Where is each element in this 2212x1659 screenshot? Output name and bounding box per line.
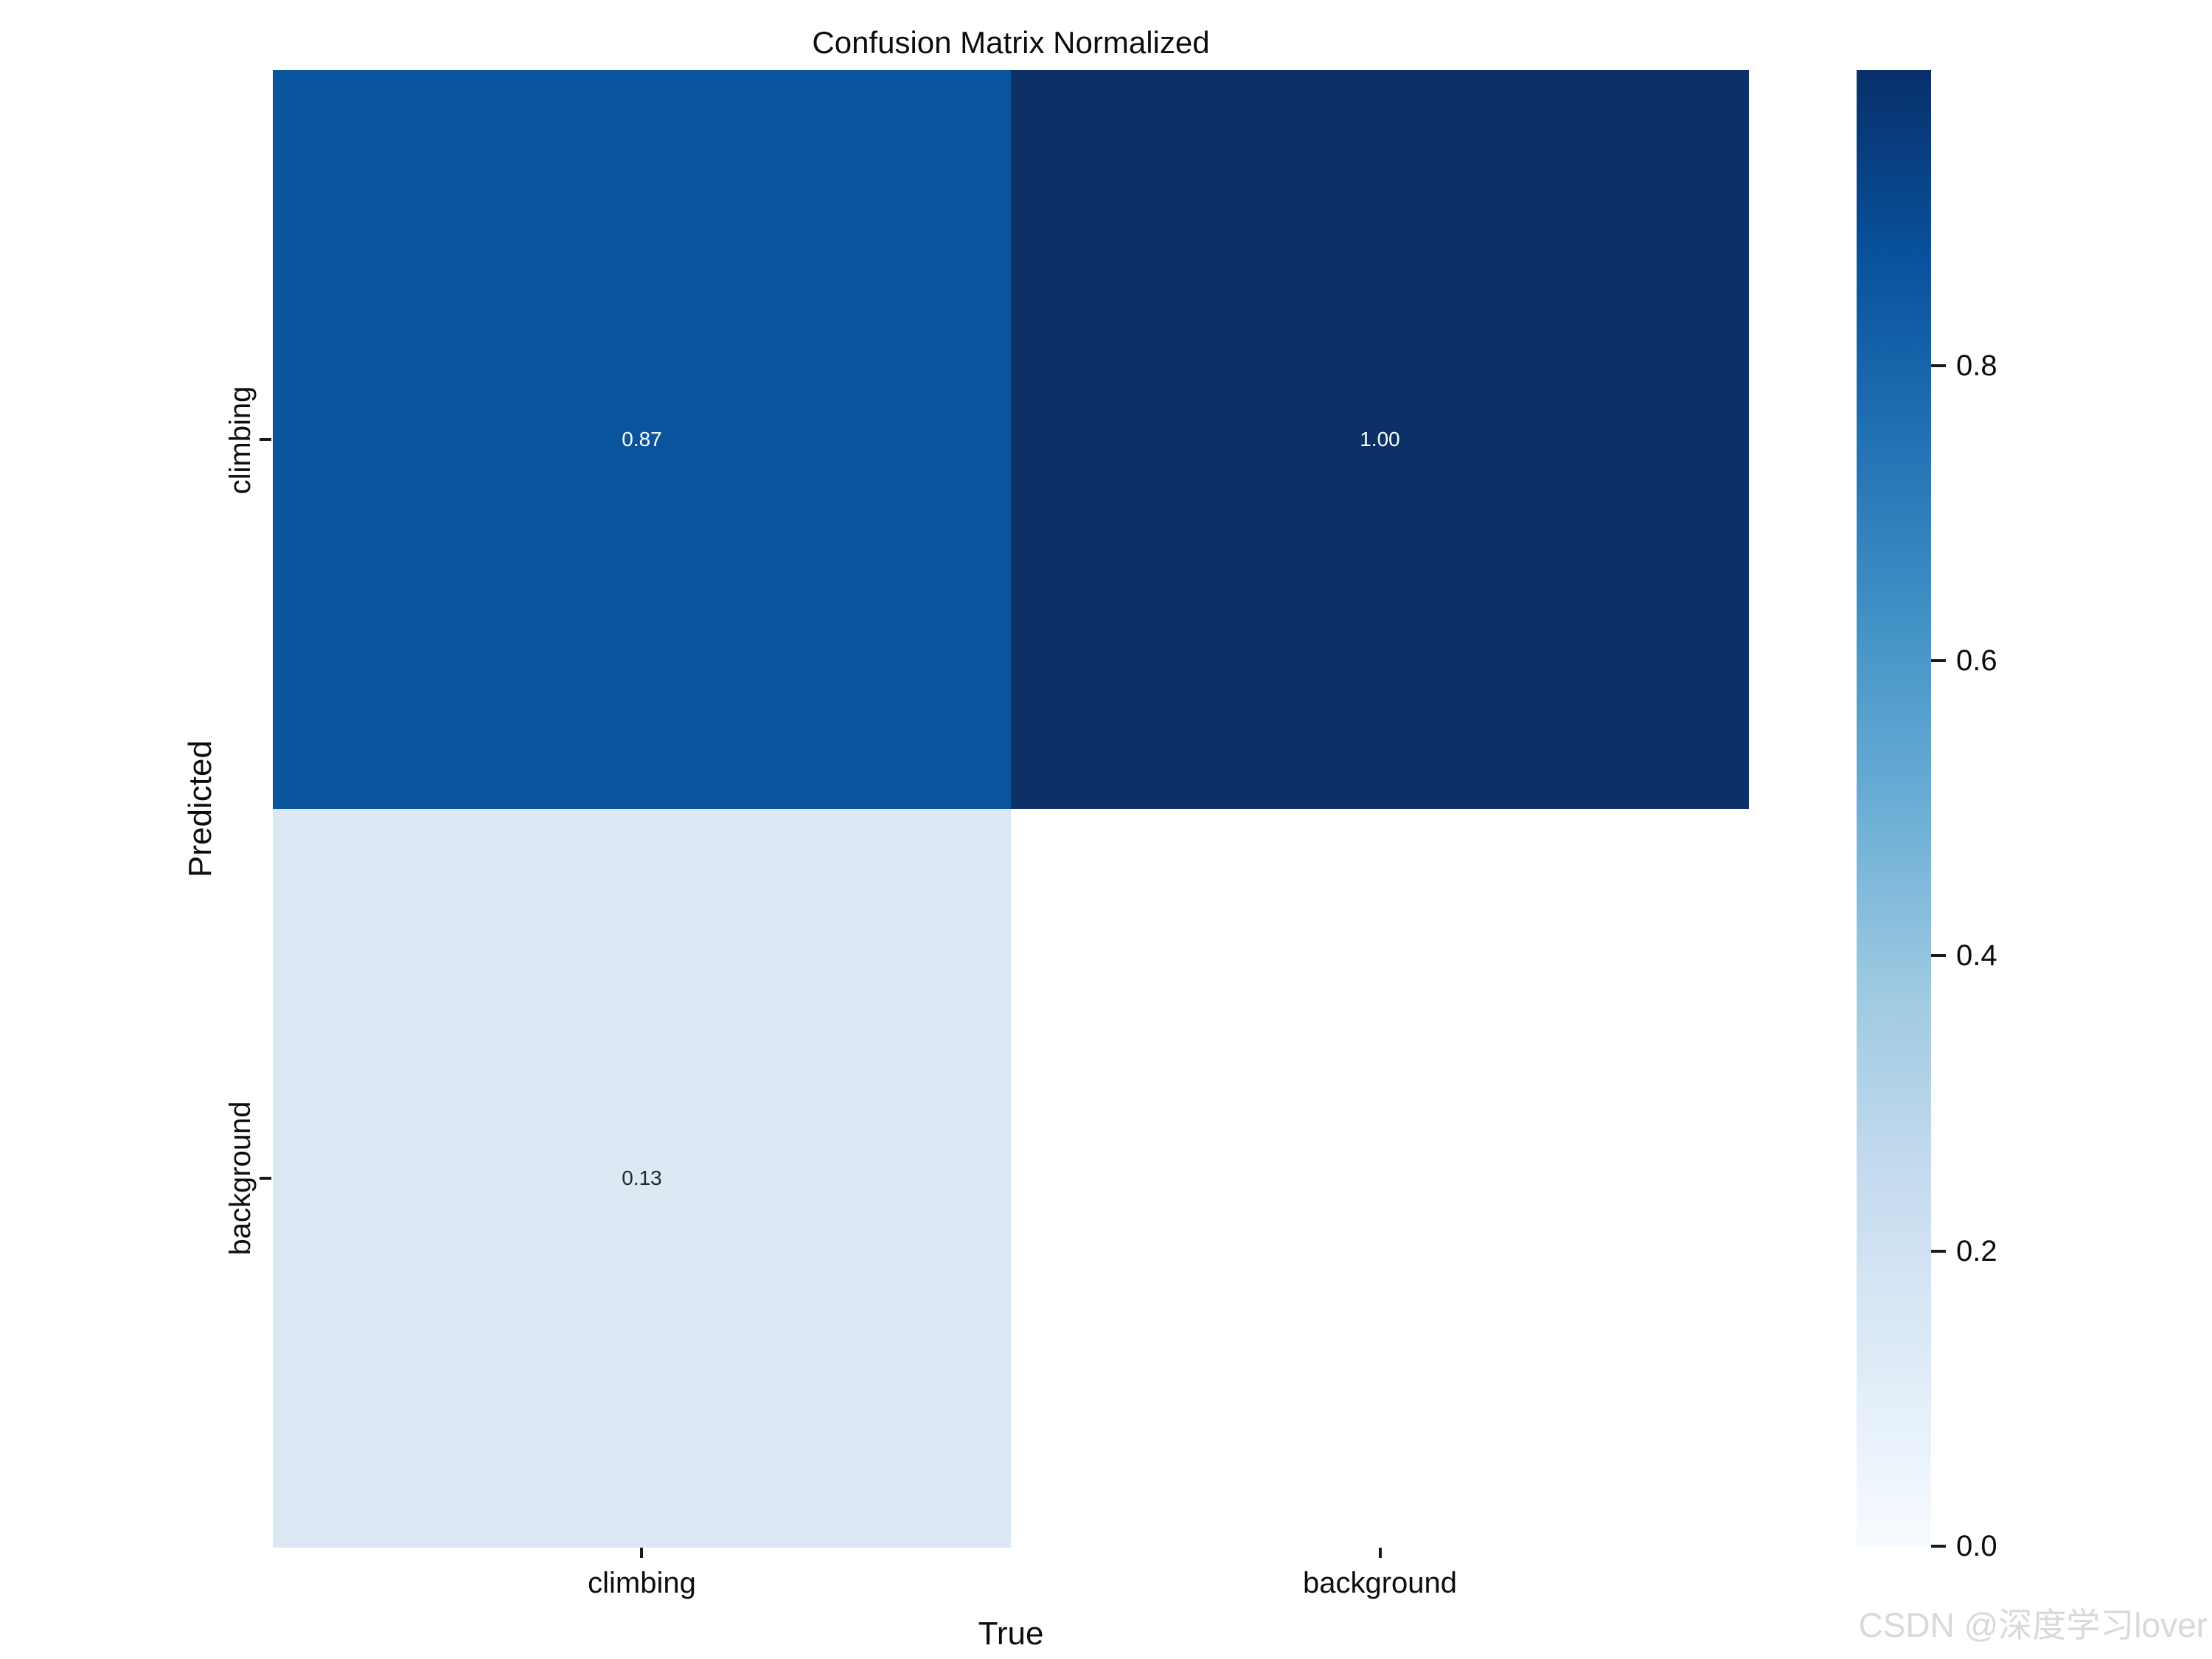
x-tick-label-background: background bbox=[1302, 1567, 1458, 1599]
cell-climbing-climbing: 0.87 bbox=[273, 70, 1011, 809]
y-axis-title: Predicted bbox=[182, 740, 218, 877]
cell-value: 0.13 bbox=[622, 1166, 662, 1189]
colorbar-tick-label: 0.0 bbox=[1956, 1530, 1997, 1562]
cell-background-climbing: 0.13 bbox=[273, 809, 1011, 1548]
colorbar-gradient bbox=[1857, 70, 1931, 1546]
colorbar-tick-mark bbox=[1931, 954, 1946, 957]
colorbar-tick-label: 0.2 bbox=[1956, 1235, 1997, 1267]
colorbar-tick-00: 0.0 bbox=[1931, 1530, 1997, 1562]
x-tick-mark-background bbox=[1379, 1548, 1382, 1558]
x-axis-title: True bbox=[978, 1615, 1044, 1652]
cell-background-background bbox=[1011, 809, 1749, 1548]
colorbar-tick-mark bbox=[1931, 659, 1946, 662]
x-tick-label-climbing: climbing bbox=[588, 1567, 696, 1599]
colorbar-tick-06: 0.6 bbox=[1931, 644, 1997, 677]
colorbar-tick-mark bbox=[1931, 1545, 1946, 1548]
csdn-watermark: CSDN @深度学习lover bbox=[1858, 1606, 2208, 1644]
colorbar-tick-04: 0.4 bbox=[1931, 939, 1997, 972]
cell-value: 1.00 bbox=[1360, 428, 1400, 451]
x-tick-mark-climbing bbox=[640, 1548, 643, 1558]
cell-climbing-background: 1.00 bbox=[1011, 70, 1749, 809]
colorbar-tick-label: 0.8 bbox=[1956, 349, 1997, 382]
colorbar-tick-label: 0.4 bbox=[1956, 939, 1997, 972]
colorbar-tick-02: 0.2 bbox=[1931, 1235, 1997, 1267]
cell-value: 0.87 bbox=[622, 428, 662, 451]
y-tick-label-climbing: climbing bbox=[224, 386, 257, 495]
colorbar-tick-08: 0.8 bbox=[1931, 349, 1997, 382]
y-tick-label-background: background bbox=[224, 1101, 257, 1256]
colorbar-tick-mark bbox=[1931, 364, 1946, 367]
y-tick-mark-climbing bbox=[260, 438, 271, 441]
chart-title: Confusion Matrix Normalized bbox=[812, 25, 1210, 60]
colorbar-tick-label: 0.6 bbox=[1956, 644, 1997, 677]
colorbar-tick-mark bbox=[1931, 1250, 1946, 1253]
confusion-matrix-heatmap: 0.87 1.00 0.13 bbox=[273, 70, 1749, 1548]
y-tick-mark-background bbox=[260, 1177, 271, 1180]
